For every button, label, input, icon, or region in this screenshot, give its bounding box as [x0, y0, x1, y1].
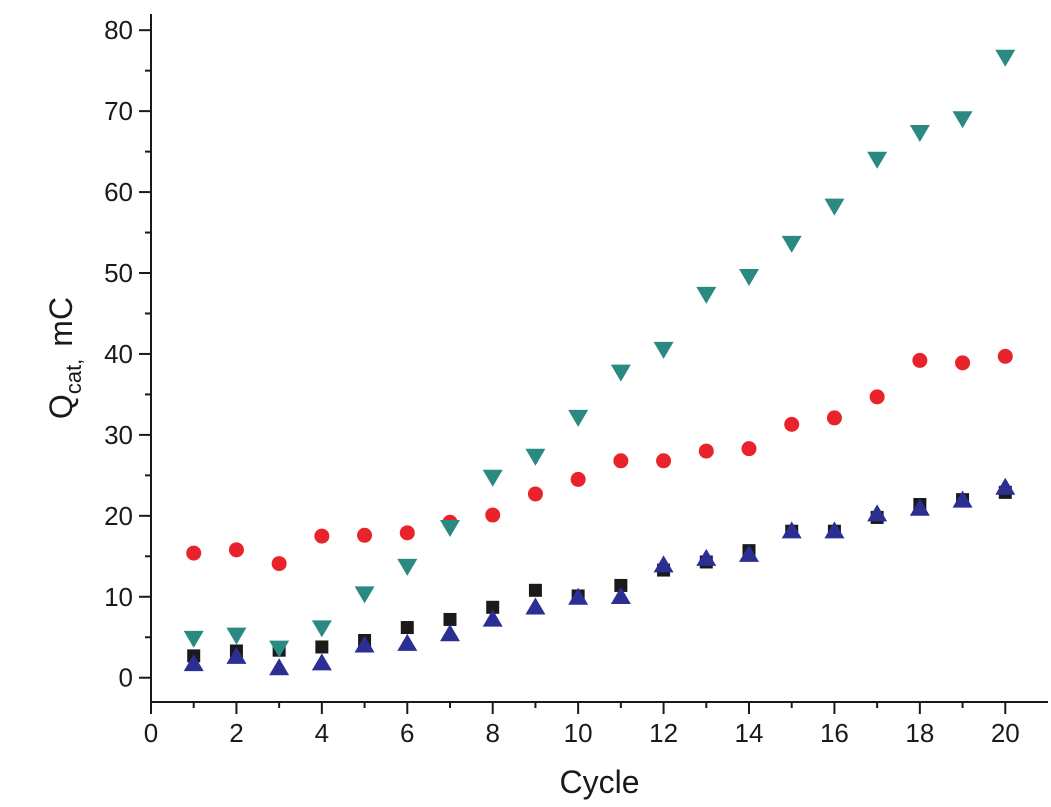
data-point-triangle-down [269, 640, 290, 658]
y-axis-title-main: Q [43, 394, 79, 419]
x-tick-label: 10 [564, 718, 593, 748]
data-point-triangle-down [397, 558, 418, 576]
data-point-triangle-down [824, 198, 845, 216]
x-tick-label: 16 [820, 718, 849, 748]
data-point-triangle-down [653, 341, 674, 359]
y-tick-label: 70 [104, 96, 133, 126]
data-point-circle [314, 528, 330, 544]
data-point-triangle-up [781, 521, 802, 539]
data-point-circle [485, 507, 501, 523]
data-point-triangle-up [269, 658, 290, 676]
y-tick-label: 10 [104, 582, 133, 612]
data-point-triangle-down [610, 364, 631, 382]
data-point-triangle-down [739, 269, 759, 287]
y-tick-label: 40 [104, 339, 133, 369]
y-tick-label: 80 [104, 15, 133, 45]
data-point-triangle-up [824, 521, 845, 539]
x-tick-label: 8 [485, 718, 499, 748]
data-point-triangle-up [311, 653, 332, 671]
data-point-triangle-up [440, 624, 460, 642]
data-point-circle [570, 471, 586, 487]
data-point-circle [741, 441, 757, 457]
data-point-triangle-down [311, 620, 332, 638]
data-point-circle [186, 545, 202, 561]
data-point-triangle-up [909, 498, 930, 516]
data-point-circle [656, 453, 672, 469]
y-tick-label: 20 [104, 501, 133, 531]
data-point-triangle-up [610, 586, 631, 604]
x-tick-label: 6 [400, 718, 414, 748]
y-tick-label: 60 [104, 177, 133, 207]
data-point-triangle-down [482, 469, 503, 487]
data-point-triangle-up [653, 555, 674, 573]
data-point-circle [784, 416, 800, 432]
y-tick-label: 0 [119, 663, 133, 693]
data-point-triangle-down [696, 286, 717, 304]
y-tick-label: 30 [104, 420, 133, 450]
x-ticks: 0 2 4 6 8 10 12 14 16 18 20 [144, 702, 1020, 748]
y-ticks: 0 10 20 30 40 50 60 70 80 [104, 15, 151, 693]
y-tick-label: 50 [104, 258, 133, 288]
data-point-triangle-up [568, 587, 589, 605]
data-point-triangle-up [525, 597, 546, 615]
data-point-triangle-up [696, 548, 717, 566]
x-tick-label: 12 [649, 718, 678, 748]
data-point-circle [997, 348, 1013, 364]
data-point-triangle-down [226, 627, 247, 645]
data-point-triangle-up [482, 609, 503, 627]
data-point-triangle-up [226, 646, 247, 664]
data-point-circle [228, 542, 244, 558]
data-point-circle [869, 389, 885, 405]
data-point-triangle-down [440, 519, 460, 537]
data-point-triangle-down [354, 586, 375, 604]
data-point-triangle-down [952, 111, 973, 129]
data-point-triangle-up [867, 504, 888, 522]
y-axis-title-unit: mC [43, 297, 79, 347]
data-point-square [315, 640, 329, 654]
data-point-triangle-down [568, 409, 589, 427]
data-point-circle [613, 453, 629, 469]
x-axis-title: Cycle [559, 764, 639, 800]
data-point-square [528, 583, 542, 597]
data-point-triangle-down [909, 124, 930, 142]
data-point-circle [955, 355, 971, 371]
data-point-triangle-down [183, 630, 204, 648]
data-point-circle [826, 410, 842, 426]
series-triangle-down [183, 49, 1016, 658]
data-point-square [400, 621, 414, 635]
data-point-triangle-up [354, 635, 375, 653]
data-point-triangle-down [525, 448, 546, 466]
series-triangle-up [183, 477, 1016, 676]
data-point-triangle-up [952, 490, 973, 508]
y-axis-title-subscript: cat, [61, 359, 86, 394]
x-tick-label: 2 [229, 718, 243, 748]
x-tick-label: 4 [315, 718, 329, 748]
series-circle [186, 348, 1013, 572]
data-point-circle [271, 556, 287, 572]
data-point-triangle-up [183, 654, 204, 672]
x-tick-label: 18 [905, 718, 934, 748]
data-point-triangle-up [739, 544, 759, 562]
x-tick-label: 0 [144, 718, 158, 748]
data-point-square [486, 600, 500, 614]
series-square [187, 485, 1012, 663]
data-point-triangle-down [995, 49, 1016, 67]
data-point-circle [399, 525, 415, 541]
data-point-triangle-down [867, 151, 888, 169]
data-point-triangle-up [397, 633, 418, 651]
data-point-circle [698, 443, 714, 459]
data-point-circle [357, 527, 373, 543]
x-tick-label: 20 [991, 718, 1020, 748]
data-point-circle [912, 352, 928, 368]
data-point-triangle-up [995, 477, 1016, 495]
y-axis-title: Qcat, mC [43, 297, 86, 419]
data-marks [183, 49, 1016, 676]
data-point-square [443, 612, 457, 626]
x-tick-label: 14 [735, 718, 764, 748]
data-point-triangle-down [781, 235, 802, 253]
axes: 0 2 4 6 8 10 12 14 16 18 20 0 10 20 30 40 50 60 70 80 [104, 14, 1048, 748]
data-point-circle [527, 486, 543, 502]
data-point-square [614, 578, 628, 592]
